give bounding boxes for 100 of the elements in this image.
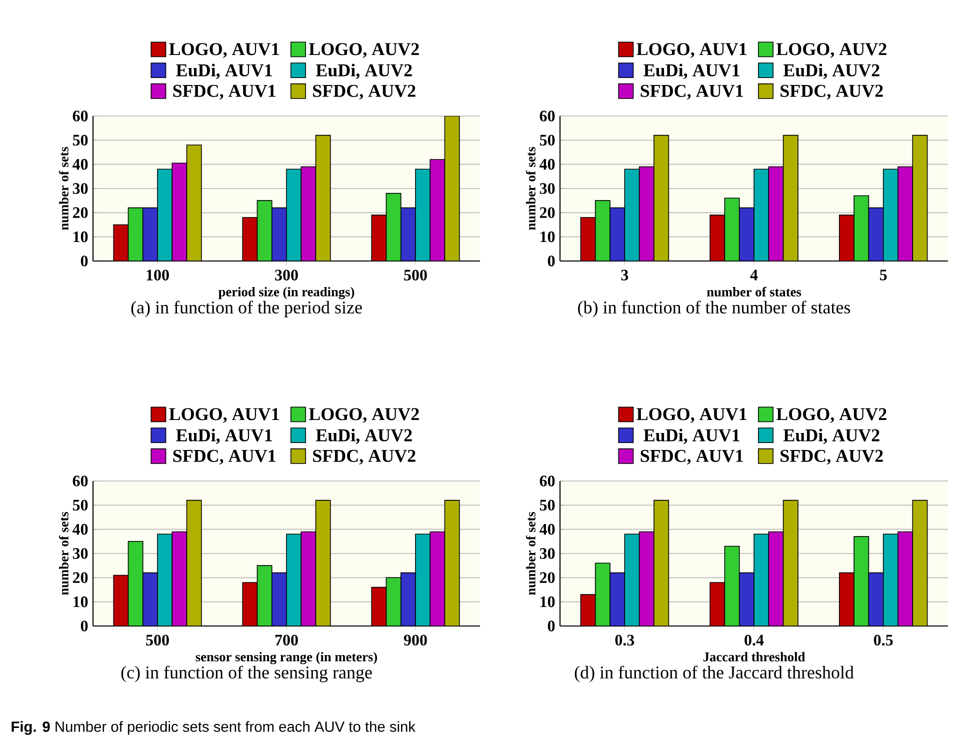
- bar: [610, 572, 626, 626]
- x-tick-label: 300: [275, 270, 298, 280]
- legend-label: LOGO, AUV1: [169, 408, 279, 423]
- bar: [782, 500, 798, 626]
- y-tick-label: 0: [80, 256, 88, 266]
- y-tick-label: 30: [72, 548, 88, 559]
- bar: [710, 582, 726, 626]
- legend-label: EuDi, AUV2: [316, 428, 412, 444]
- y-tick-label: 10: [540, 596, 555, 608]
- bar: [838, 572, 854, 626]
- text: (a) in function of the period size: [131, 300, 362, 318]
- bar: [782, 134, 798, 261]
- legend-label: EuDi, AUV1: [644, 428, 740, 444]
- bar: [610, 207, 626, 261]
- y-tick-label: 10: [74, 596, 88, 608]
- y-tick-label: 40: [72, 524, 88, 535]
- bar: [415, 534, 431, 626]
- legend-label: EuDi, AUV2: [316, 64, 412, 79]
- x-tick-label: 500: [146, 634, 169, 646]
- legend-label: SFDC, AUV2: [313, 84, 416, 100]
- y-axis-title: number of sets: [526, 146, 536, 230]
- bar: [882, 168, 898, 261]
- bar: [300, 166, 316, 261]
- y-tick-label: 20: [72, 572, 88, 584]
- x-tick-label: 900: [404, 634, 427, 646]
- x-axis-title: number of states: [706, 286, 802, 296]
- x-tick-label: 0.4: [744, 634, 764, 646]
- bar: [754, 168, 770, 261]
- y-tick-label: 0: [80, 620, 88, 632]
- y-axis-title: number of sets: [58, 512, 68, 595]
- legend-label: EuDi, AUV2: [783, 428, 880, 444]
- bar: [724, 198, 740, 261]
- bar: [594, 200, 610, 261]
- legend-label: EuDi, AUV1: [176, 64, 272, 79]
- text: (b) in function of the number of states: [578, 300, 850, 318]
- y-tick-label: 10: [74, 231, 88, 242]
- y-tick-label: 20: [540, 572, 555, 584]
- text: Fig. 9 Number of periodic sets sent from each AUV to the sink: [12, 721, 416, 735]
- bar: [271, 207, 287, 261]
- y-tick-label: 30: [540, 548, 555, 559]
- bar: [768, 166, 784, 261]
- y-tick-label: 30: [540, 183, 555, 194]
- y-tick-label: 50: [540, 134, 555, 146]
- legend-label: LOGO, AUV1: [636, 43, 746, 58]
- bar: [624, 534, 640, 626]
- legend-label: EuDi, AUV2: [783, 64, 880, 79]
- bar: [286, 534, 302, 626]
- text: (d) in function of the Jaccard threshold: [574, 666, 854, 682]
- x-axis-title: Jaccard threshold: [703, 652, 806, 662]
- bar: [882, 534, 898, 626]
- y-tick-label: 0: [548, 620, 555, 632]
- x-tick-label: 5: [880, 270, 887, 280]
- y-axis-title: number of sets: [58, 146, 68, 230]
- bar: [400, 207, 416, 261]
- bar: [430, 159, 446, 261]
- y-tick-label: 40: [540, 158, 555, 170]
- legend-label: SFDC, AUV1: [173, 450, 276, 465]
- bar: [868, 572, 884, 626]
- x-tick-label: 4: [750, 270, 758, 280]
- bar: [654, 134, 670, 261]
- bar: [912, 134, 928, 261]
- y-tick-label: 40: [72, 158, 88, 170]
- bar: [580, 594, 596, 626]
- y-tick-label: 60: [72, 476, 88, 486]
- bar: [142, 572, 158, 626]
- y-axis-title: number of sets: [526, 512, 536, 595]
- bar: [400, 572, 416, 626]
- legend-label: EuDi, AUV1: [644, 64, 740, 79]
- bar: [624, 168, 640, 261]
- y-tick-label: 30: [72, 183, 88, 194]
- y-tick-label: 50: [540, 500, 555, 511]
- y-tick-label: 20: [540, 207, 555, 218]
- bar: [172, 162, 188, 261]
- legend-label: LOGO, AUV2: [776, 408, 886, 423]
- bar: [868, 207, 884, 261]
- y-tick-label: 40: [540, 524, 555, 535]
- y-tick-label: 50: [72, 500, 88, 511]
- x-tick-label: 3: [621, 270, 628, 280]
- bar: [738, 207, 754, 261]
- y-tick-label: 60: [540, 476, 555, 486]
- bar: [768, 531, 784, 626]
- x-tick-label: 0.5: [874, 634, 893, 646]
- legend-label: EuDi, AUV1: [176, 428, 272, 444]
- bar: [754, 534, 770, 626]
- bar: [142, 207, 158, 261]
- legend-label: SFDC, AUV1: [173, 84, 276, 100]
- x-tick-label: 0.3: [615, 634, 634, 646]
- bar: [898, 531, 914, 626]
- x-axis-title: period size (in readings): [218, 286, 354, 300]
- x-axis-title: sensor sensing range (in meters): [196, 652, 378, 664]
- y-tick-label: 10: [540, 231, 555, 242]
- bar: [912, 500, 928, 626]
- bar: [654, 500, 670, 626]
- text: (c) in function of the sensing range: [121, 666, 372, 682]
- bar: [157, 534, 173, 626]
- legend-label: SFDC, AUV2: [780, 450, 883, 465]
- legend-label: LOGO, AUV2: [776, 43, 886, 58]
- legend-label: LOGO, AUV2: [308, 408, 419, 423]
- y-tick-label: 20: [72, 207, 88, 218]
- y-tick-label: 50: [72, 134, 88, 146]
